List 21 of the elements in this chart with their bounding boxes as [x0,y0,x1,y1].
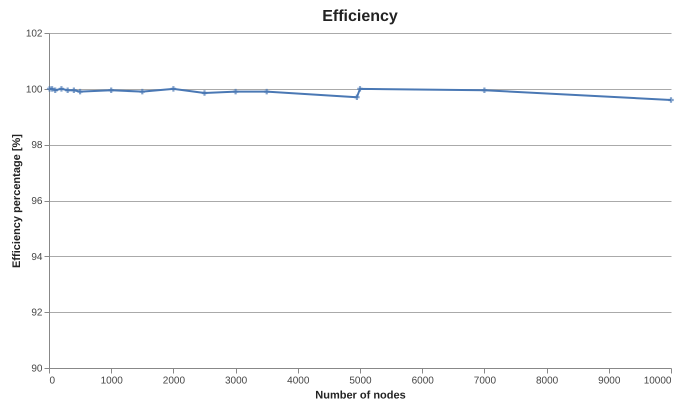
x-tick-label: 9000 [598,376,621,386]
x-tick-label: 10000 [644,376,672,386]
y-tick-label: 96 [31,196,43,207]
x-tick-label: 0 [50,376,56,386]
x-tick-label: 6000 [412,376,434,386]
y-tick-label: 92 [31,308,43,319]
x-tick-label: 7000 [474,376,496,386]
y-tick-label: 102 [26,28,43,40]
y-tick-label: 98 [31,140,43,152]
x-tick-label: 5000 [349,376,372,386]
x-tick-label: 4000 [287,376,310,386]
x-tick-label: 3000 [224,376,248,386]
y-tick-label: 94 [31,252,43,263]
y-tick-label: 90 [31,364,43,374]
y-tick-label: 100 [26,84,43,96]
x-tick-label: 1000 [100,376,124,386]
chart-title: Efficiency [322,8,398,25]
x-axis-title: Number of nodes [315,390,406,402]
x-tick-label: 2000 [162,376,186,386]
y-axis-title: Efficiency percentage [%] [10,134,23,268]
x-tick-label: 8000 [536,376,559,386]
